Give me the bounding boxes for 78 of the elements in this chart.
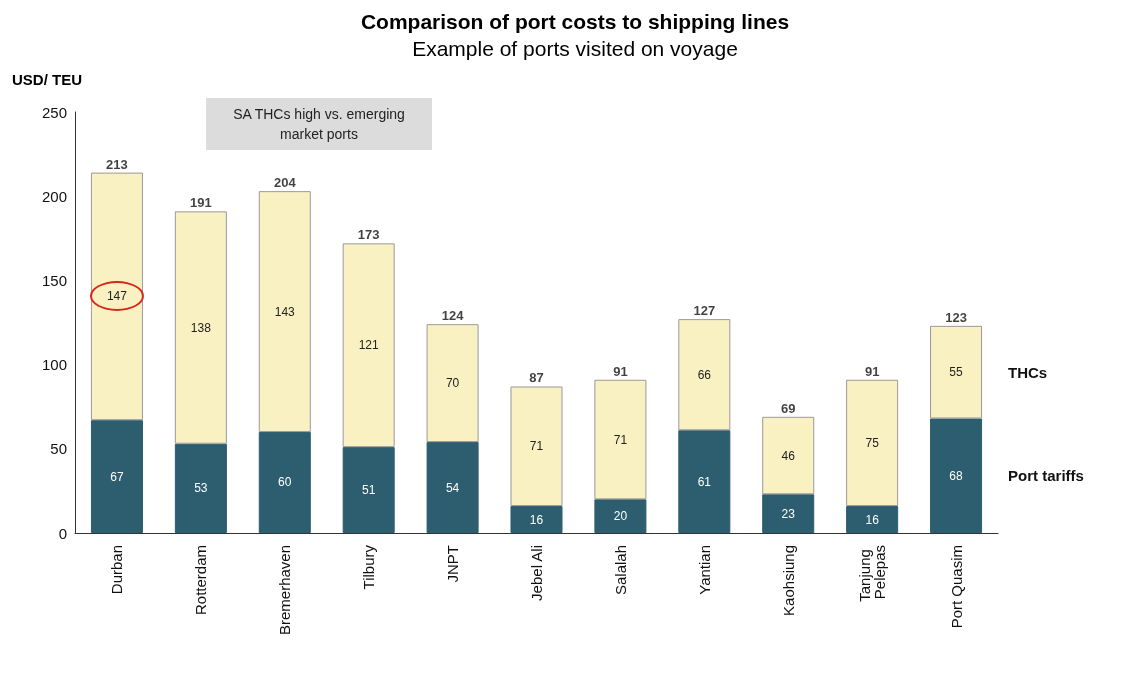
x-tick-label: Yantian: [695, 545, 713, 595]
data-label: 68: [949, 468, 964, 483]
bar: [594, 379, 647, 500]
chart-subtitle: Example of ports visited on voyage: [412, 37, 738, 60]
x-tick-label: JNPT: [444, 545, 462, 583]
data-label: 16: [529, 512, 544, 527]
data-label: 20: [613, 509, 628, 524]
y-tick-label: 100: [41, 356, 67, 374]
x-tick-label: Rotterdam: [192, 545, 210, 616]
bar: [594, 499, 647, 533]
bar: [930, 418, 983, 533]
bar: [678, 319, 731, 431]
total-label: 173: [357, 227, 380, 243]
x-tick-label: Jebel Ali: [528, 545, 545, 601]
bar: [762, 494, 815, 533]
y-tick-label: 250: [41, 103, 67, 121]
total-label: 204: [273, 175, 297, 191]
x-tick-label: Bremerhaven: [276, 545, 294, 636]
bar: [174, 211, 227, 444]
data-label: 23: [781, 506, 796, 521]
data-label: 51: [362, 483, 376, 498]
data-label: 75: [865, 435, 880, 450]
data-label: 16: [865, 512, 880, 527]
bar: [258, 431, 311, 533]
data-label: 70: [445, 376, 460, 391]
total-label: 191: [190, 195, 212, 211]
data-label: 66: [697, 367, 712, 382]
data-label: 46: [781, 448, 796, 463]
series-label: THCs: [1008, 363, 1048, 381]
data-label: 60: [278, 475, 292, 490]
bar: [510, 506, 563, 533]
data-label: 147: [106, 289, 128, 304]
data-label: 121: [358, 338, 380, 353]
data-label: 71: [613, 432, 628, 447]
bar: [426, 442, 479, 533]
bar: [342, 447, 395, 533]
note-box: SA THCs high vs. emerging market ports: [206, 98, 432, 150]
y-tick-label: 0: [58, 524, 67, 542]
data-label: 143: [274, 304, 296, 319]
x-tick-label: Kaohsiung: [779, 545, 797, 616]
y-axis-title: USD/ TEU: [12, 71, 83, 88]
total-label: 91: [864, 363, 880, 379]
bar: [174, 443, 227, 533]
x-tick-label: Port Quasim: [947, 545, 965, 629]
series-label: Port tariffs: [1008, 467, 1084, 485]
total-label: 124: [441, 308, 465, 324]
x-tick-label: Salalah: [611, 545, 629, 596]
data-label: 55: [949, 365, 964, 380]
total-label: 69: [780, 400, 796, 416]
bar: [426, 324, 479, 443]
data-label: 67: [110, 469, 124, 484]
x-tick-label: Durban: [108, 545, 126, 595]
data-label: 138: [190, 320, 212, 335]
total-label: 87: [529, 370, 544, 386]
data-label: 61: [697, 474, 712, 489]
y-tick-label: 200: [41, 187, 67, 205]
data-label: 54: [445, 480, 460, 495]
chart-title: Comparison of port costs to shipping lines: [360, 10, 790, 33]
y-tick-label: 150: [41, 271, 67, 289]
bar: [762, 416, 815, 495]
data-label: 71: [529, 439, 544, 454]
total-label: 213: [106, 156, 128, 172]
bar: [342, 243, 395, 448]
bar: [510, 386, 563, 507]
x-tick-label: Tilbury: [360, 544, 378, 590]
bar: [846, 506, 899, 533]
total-label: 123: [945, 309, 967, 325]
bar: [90, 420, 143, 533]
y-tick-label: 50: [50, 440, 67, 458]
bar: [90, 172, 143, 421]
bar: [930, 325, 983, 419]
total-label: 127: [693, 303, 716, 319]
bar: [846, 379, 899, 507]
bar: [258, 191, 311, 432]
data-label: 53: [194, 481, 208, 496]
total-label: 91: [613, 363, 628, 379]
x-tick-label: Tanjung Pelepas: [856, 545, 889, 602]
bar: [678, 430, 731, 533]
